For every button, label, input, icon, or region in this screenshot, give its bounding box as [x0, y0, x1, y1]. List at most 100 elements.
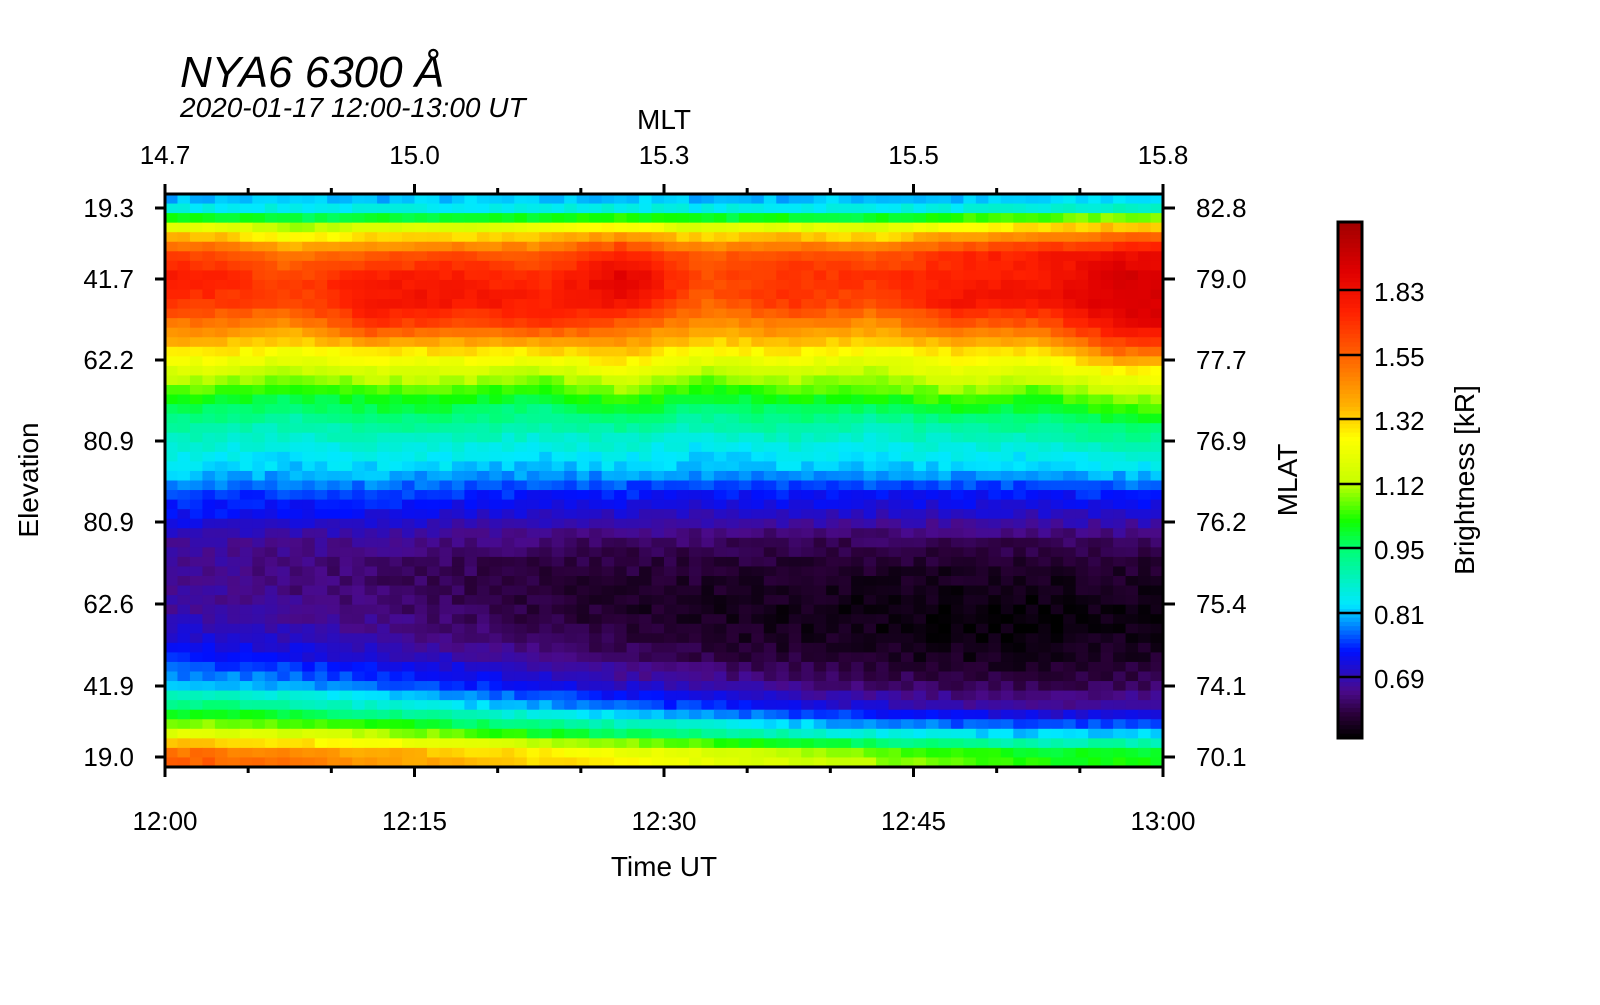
heatmap-cell	[315, 748, 328, 758]
heatmap-cell	[652, 366, 665, 376]
heatmap-cell	[664, 452, 677, 462]
heatmap-cell	[963, 251, 976, 261]
heatmap-cell	[751, 652, 764, 662]
heatmap-cell	[901, 423, 914, 433]
heatmap-cell	[464, 643, 477, 653]
heatmap-cell	[914, 290, 927, 300]
heatmap-cell	[689, 223, 702, 233]
heatmap-cell	[814, 509, 827, 519]
heatmap-cell	[390, 481, 403, 491]
heatmap-cell	[215, 395, 228, 405]
heatmap-cell	[1001, 232, 1014, 242]
heatmap-cell	[776, 385, 789, 395]
heatmap-cell	[714, 299, 727, 309]
heatmap-cell	[664, 223, 677, 233]
heatmap-cell	[639, 595, 652, 605]
heatmap-cell	[951, 643, 964, 653]
heatmap-cell	[377, 519, 390, 529]
heatmap-cell	[327, 738, 340, 748]
heatmap-cell	[290, 566, 303, 576]
heatmap-cell	[938, 566, 951, 576]
heatmap-cell	[390, 251, 403, 261]
heatmap-cell	[327, 691, 340, 701]
heatmap-cell	[689, 309, 702, 319]
heatmap-cell	[252, 605, 265, 615]
heatmap-cell	[1013, 748, 1026, 758]
heatmap-cell	[227, 423, 240, 433]
heatmap-cell	[365, 270, 378, 280]
heatmap-cell	[190, 500, 203, 510]
heatmap-cell	[577, 672, 590, 682]
heatmap-cell	[701, 223, 714, 233]
heatmap-cell	[602, 223, 615, 233]
heatmap-cell	[240, 595, 253, 605]
heatmap-cell	[627, 251, 640, 261]
heatmap-cell	[1026, 633, 1039, 643]
heatmap-cell	[1088, 710, 1101, 720]
heatmap-cell	[851, 652, 864, 662]
heatmap-cell	[901, 204, 914, 214]
heatmap-cell	[988, 385, 1001, 395]
heatmap-cell	[664, 375, 677, 385]
heatmap-cell	[988, 633, 1001, 643]
heatmap-cell	[527, 547, 540, 557]
heatmap-cell	[701, 318, 714, 328]
heatmap-cell	[215, 232, 228, 242]
heatmap-cell	[1113, 672, 1126, 682]
x-top-tick-label: 15.8	[1138, 140, 1189, 170]
heatmap-cell	[227, 490, 240, 500]
heatmap-cell	[764, 471, 777, 481]
heatmap-cell	[614, 643, 627, 653]
heatmap-cell	[302, 194, 315, 204]
heatmap-cell	[527, 624, 540, 634]
heatmap-cell	[377, 710, 390, 720]
heatmap-cell	[1101, 452, 1114, 462]
heatmap-cell	[227, 586, 240, 596]
heatmap-cell	[739, 395, 752, 405]
heatmap-cell	[527, 681, 540, 691]
heatmap-cell	[427, 509, 440, 519]
heatmap-cell	[826, 385, 839, 395]
heatmap-cell	[814, 519, 827, 529]
heatmap-cell	[315, 519, 328, 529]
heatmap-cell	[177, 299, 190, 309]
heatmap-cell	[1126, 290, 1139, 300]
heatmap-cell	[963, 624, 976, 634]
heatmap-cell	[302, 318, 315, 328]
heatmap-cell	[390, 538, 403, 548]
heatmap-cell	[652, 356, 665, 366]
heatmap-cell	[963, 404, 976, 414]
heatmap-cell	[202, 500, 215, 510]
heatmap-cell	[564, 251, 577, 261]
heatmap-cell	[851, 719, 864, 729]
heatmap-cell	[951, 232, 964, 242]
heatmap-cell	[1126, 270, 1139, 280]
heatmap-cell	[876, 375, 889, 385]
heatmap-cell	[477, 633, 490, 643]
heatmap-cell	[240, 566, 253, 576]
heatmap-cell	[714, 433, 727, 443]
heatmap-cell	[1113, 309, 1126, 319]
heatmap-cell	[439, 509, 452, 519]
heatmap-cell	[240, 194, 253, 204]
heatmap-cell	[963, 423, 976, 433]
heatmap-cell	[801, 461, 814, 471]
heatmap-cell	[327, 328, 340, 338]
heatmap-cell	[302, 528, 315, 538]
heatmap-cell	[1138, 261, 1151, 271]
heatmap-cell	[427, 347, 440, 357]
heatmap-cell	[726, 375, 739, 385]
heatmap-cell	[926, 614, 939, 624]
heatmap-cell	[464, 366, 477, 376]
heatmap-cell	[165, 748, 178, 758]
heatmap-cell	[1088, 490, 1101, 500]
heatmap-cell	[801, 490, 814, 500]
heatmap-cell	[614, 624, 627, 634]
heatmap-cell	[938, 290, 951, 300]
heatmap-cell	[215, 605, 228, 615]
heatmap-cell	[1063, 729, 1076, 739]
heatmap-cell	[464, 299, 477, 309]
heatmap-cell	[352, 366, 365, 376]
heatmap-cell	[202, 194, 215, 204]
heatmap-cell	[926, 719, 939, 729]
